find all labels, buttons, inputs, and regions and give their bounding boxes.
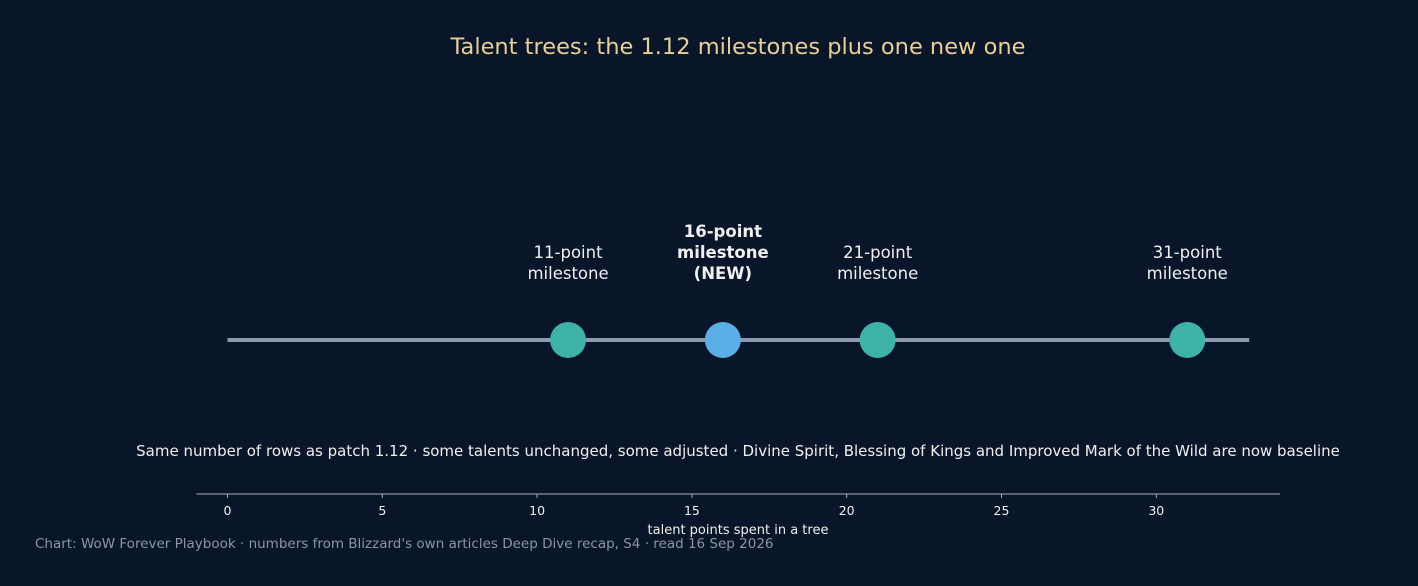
chart-note: Same number of rows as patch 1.12 · some… xyxy=(136,442,1340,460)
milestone-label: 31-point milestone xyxy=(1147,243,1228,283)
milestone-marker xyxy=(1169,322,1206,358)
milestones: 11-point milestone 16-point milestone (NEW) 2… xyxy=(527,222,1228,358)
x-tick-label: 10 xyxy=(529,503,545,518)
milestone-label: 11-point milestone xyxy=(527,243,608,283)
x-tick-label: 0 xyxy=(224,503,232,518)
x-axis-ticks: 0 5 10 15 20 25 30 xyxy=(224,494,1164,518)
milestone-label: 16-point milestone (NEW) xyxy=(677,222,769,283)
x-axis-label: talent points spent in a tree xyxy=(648,523,829,538)
new-milestone-marker xyxy=(704,322,741,358)
x-tick-label: 15 xyxy=(684,503,700,518)
milestone-marker xyxy=(550,322,587,358)
x-tick-label: 25 xyxy=(994,503,1010,518)
chart-source-note: Chart: WoW Forever Playbook · numbers fr… xyxy=(35,536,774,552)
x-tick-label: 5 xyxy=(378,503,386,518)
milestone-marker xyxy=(859,322,896,358)
milestone-label: 21-point milestone xyxy=(837,243,918,283)
x-tick-label: 20 xyxy=(839,503,855,518)
x-tick-label: 30 xyxy=(1148,503,1164,518)
chart-title: Talent trees: the 1.12 milestones plus o… xyxy=(450,34,1026,60)
